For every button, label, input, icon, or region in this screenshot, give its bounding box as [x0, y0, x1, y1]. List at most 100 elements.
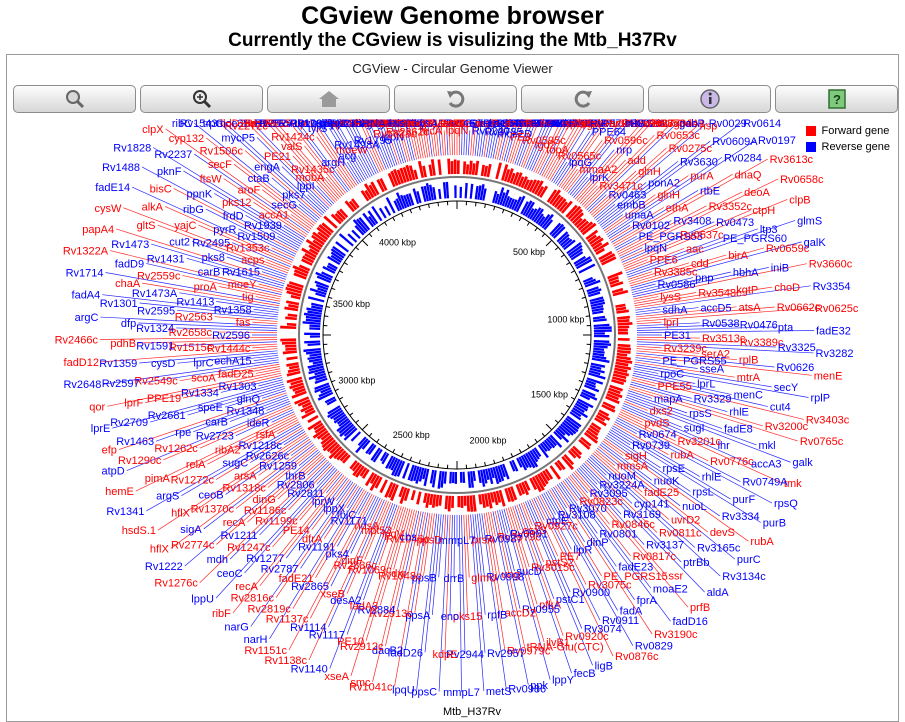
gene-label[interactable]: Rv3785 — [485, 127, 523, 139]
gene-label[interactable]: fadA4 — [72, 290, 101, 302]
gene-label[interactable]: Rv0998 — [486, 571, 524, 583]
gene-label[interactable]: Rv2466c — [55, 334, 99, 346]
gene-label[interactable]: tmk — [784, 478, 802, 490]
gene-label[interactable]: scoA — [191, 373, 216, 385]
gene-label[interactable]: Rv0197 — [758, 135, 796, 147]
gene-label[interactable]: Rv0538 — [702, 318, 740, 330]
gene-label[interactable]: Rv0927c — [534, 521, 578, 533]
gene-label[interactable]: pks4 — [326, 549, 349, 561]
gene-label[interactable]: Rv1473A — [132, 288, 178, 300]
gene-label[interactable]: Rv0961 — [510, 529, 548, 541]
gene-label[interactable]: lppN — [381, 131, 404, 143]
gene-label[interactable]: sseA — [700, 363, 725, 375]
gene-label[interactable]: Rv0823c — [579, 496, 623, 508]
gene-label[interactable]: Rv0537c — [680, 229, 724, 241]
gene-label[interactable]: Rv0340 — [534, 118, 572, 130]
gene-label[interactable]: engA — [254, 161, 280, 173]
gene-label[interactable]: sugI — [684, 422, 705, 434]
gene-label[interactable]: Rv3165c — [697, 542, 741, 554]
gene-label[interactable]: Rv2596 — [212, 330, 250, 342]
gene-label[interactable]: fadA — [620, 606, 643, 618]
gene-label[interactable]: Rv2806 — [277, 479, 315, 491]
gene-label[interactable]: moeY — [228, 279, 257, 291]
gene-label[interactable]: Rv3629c — [491, 118, 535, 130]
gene-label[interactable]: lysS — [660, 292, 681, 304]
gene-label[interactable]: hemE — [105, 486, 134, 498]
gene-label[interactable]: Rv1444c — [207, 343, 251, 355]
gene-label[interactable]: rpoC — [660, 368, 684, 380]
gene-label[interactable]: fecB — [574, 668, 596, 680]
gene-label[interactable]: serA2 — [701, 348, 730, 360]
gene-label[interactable]: purC — [737, 554, 761, 566]
gene-label[interactable]: lppU — [191, 593, 214, 605]
gene-label[interactable]: mpt53 — [361, 525, 392, 537]
gene-label[interactable]: Rv0072 — [590, 118, 628, 130]
gene-label[interactable]: add — [628, 155, 646, 167]
gene-label[interactable]: Rv0385 — [446, 118, 484, 130]
gene-label[interactable]: eno — [441, 611, 459, 623]
gene-label[interactable]: narG — [224, 621, 248, 633]
gene-label[interactable]: Rv2595 — [137, 305, 175, 317]
gene-label[interactable]: lpqU — [392, 685, 415, 697]
gene-label[interactable]: alkA — [142, 201, 164, 213]
gene-label[interactable]: Rv0674 — [639, 429, 677, 441]
gene-label[interactable]: Rv1334 — [181, 387, 219, 399]
gene-label[interactable]: cyp132 — [169, 133, 204, 145]
gene-label[interactable]: Rv3354 — [813, 281, 851, 293]
gene-label[interactable]: rsfA — [256, 429, 276, 441]
gene-label[interactable]: cyp141 — [634, 499, 669, 511]
gene-label[interactable]: fadD9 — [115, 258, 144, 270]
gene-label[interactable]: Rv1424c — [271, 132, 315, 144]
gene-label[interactable]: Rv0102 — [632, 220, 670, 232]
gene-label[interactable]: Rv1413 — [176, 297, 214, 309]
gene-label[interactable]: Rv0004 — [546, 118, 584, 130]
gene-label[interactable]: Rv0565c — [558, 150, 602, 162]
gene-label[interactable]: trxC — [480, 118, 500, 130]
gene-label[interactable]: Rv3070 — [569, 503, 607, 515]
gene-label[interactable]: PE_PGRS60 — [723, 233, 787, 245]
gene-label[interactable]: lprI — [298, 118, 313, 130]
gene-label[interactable]: PE21 — [264, 151, 291, 163]
gene-label[interactable]: iniC — [626, 118, 645, 130]
gene-label[interactable]: Rv3699 — [519, 118, 557, 130]
gene-label[interactable]: Rv1048c — [378, 571, 422, 583]
gene-label[interactable]: Rv3201c — [678, 436, 722, 448]
gene-label[interactable]: Rv1506c — [200, 145, 244, 157]
gene-label[interactable]: PE7 — [560, 551, 581, 563]
gene-label[interactable]: ctpH — [753, 205, 776, 217]
gene-label[interactable]: dnaQ — [735, 169, 762, 181]
gene-label[interactable]: Rv2709 — [110, 417, 148, 429]
gene-label[interactable]: Rv1939 — [244, 220, 282, 232]
gene-label[interactable]: yajC — [174, 220, 196, 232]
gene-label[interactable]: Rv0776c — [710, 456, 754, 468]
gene-label[interactable]: aac — [686, 243, 704, 255]
gene-label[interactable]: Rv2884 — [358, 605, 396, 617]
gene-label[interactable]: Rv1322A — [63, 246, 109, 258]
gene-label[interactable]: Rv2531c — [245, 118, 289, 130]
gene-label[interactable]: mapA — [654, 393, 683, 405]
gene-label[interactable]: lpqN — [644, 243, 667, 255]
gene-label[interactable]: Rv2944 — [446, 649, 484, 661]
gene-label[interactable]: tRNA-Glu(CTC) — [527, 642, 604, 654]
gene-label[interactable]: sdhA — [662, 304, 688, 316]
gene-label[interactable]: echA15 — [214, 356, 251, 368]
gene-label[interactable]: Rv2886c — [334, 560, 378, 572]
gene-label[interactable]: aroK — [443, 118, 467, 130]
gene-label[interactable]: nuoM — [608, 470, 636, 482]
gene-label[interactable]: pks6 — [583, 118, 606, 130]
home-button[interactable] — [267, 85, 390, 113]
gene-label[interactable]: pyrR — [213, 224, 236, 236]
gene-label[interactable]: Rv0275c — [669, 143, 713, 155]
gene-label[interactable]: panB — [323, 118, 349, 130]
gene-label[interactable]: kdpE — [432, 649, 457, 661]
gene-label[interactable]: Rv1503c — [266, 118, 310, 130]
gene-label[interactable]: secY — [774, 382, 799, 394]
gene-label[interactable]: glnH — [657, 190, 680, 202]
gene-label[interactable]: Rv0876c — [615, 651, 659, 663]
gene-label[interactable]: choD — [774, 282, 800, 294]
gene-label[interactable]: mmaA2 — [579, 164, 617, 176]
gene-label[interactable]: ltp3 — [760, 224, 778, 236]
gene-label[interactable]: Rv1828 — [113, 143, 151, 155]
gene-label[interactable]: ilvB1 — [546, 637, 570, 649]
